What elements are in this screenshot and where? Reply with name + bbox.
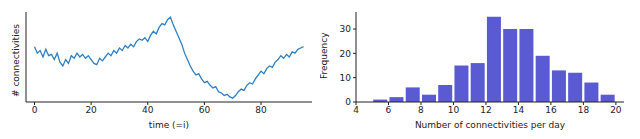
svg-text:4: 4 xyxy=(353,105,359,115)
svg-text:Number of connectivities per d: Number of connectivities per day xyxy=(415,120,566,130)
svg-text:80: 80 xyxy=(255,105,267,115)
svg-text:6: 6 xyxy=(386,105,392,115)
svg-text:18: 18 xyxy=(578,105,590,115)
svg-text:16: 16 xyxy=(545,105,557,115)
svg-text:0: 0 xyxy=(32,105,38,115)
svg-text:time (=i): time (=i) xyxy=(149,120,189,130)
svg-text:10: 10 xyxy=(340,73,352,83)
svg-text:12: 12 xyxy=(480,105,491,115)
svg-text:14: 14 xyxy=(513,105,525,115)
svg-text:20: 20 xyxy=(610,105,622,115)
svg-text:20: 20 xyxy=(340,49,352,59)
svg-text:8: 8 xyxy=(418,105,424,115)
svg-text:Frequency: Frequency xyxy=(320,32,329,79)
svg-text:10: 10 xyxy=(448,105,460,115)
svg-text:# connectivities: # connectivities xyxy=(11,24,21,97)
svg-text:60: 60 xyxy=(199,105,211,115)
svg-text:30: 30 xyxy=(340,24,352,34)
svg-text:40: 40 xyxy=(142,105,154,115)
svg-text:0: 0 xyxy=(345,97,351,107)
svg-text:20: 20 xyxy=(85,105,97,115)
